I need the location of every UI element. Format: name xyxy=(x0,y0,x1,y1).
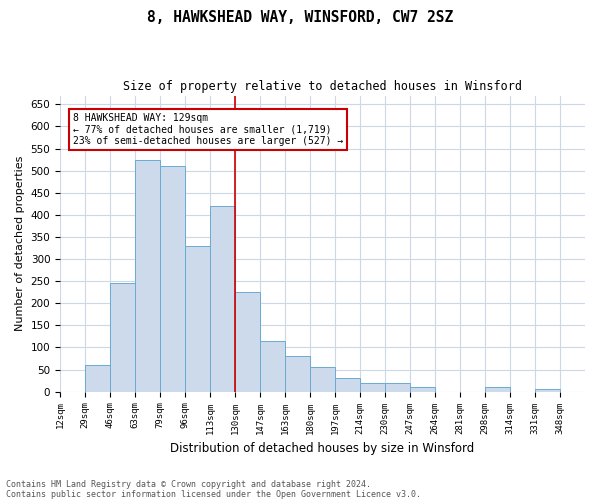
Bar xyxy=(160,166,185,392)
Bar xyxy=(410,388,435,392)
Bar xyxy=(210,206,235,392)
Bar xyxy=(235,292,260,392)
X-axis label: Distribution of detached houses by size in Winsford: Distribution of detached houses by size … xyxy=(170,442,475,455)
Bar xyxy=(85,365,110,392)
Title: Size of property relative to detached houses in Winsford: Size of property relative to detached ho… xyxy=(123,80,522,93)
Bar xyxy=(260,341,285,392)
Bar xyxy=(185,246,210,392)
Bar xyxy=(385,383,410,392)
Text: 8 HAWKSHEAD WAY: 129sqm
← 77% of detached houses are smaller (1,719)
23% of semi: 8 HAWKSHEAD WAY: 129sqm ← 77% of detache… xyxy=(73,113,343,146)
Bar xyxy=(135,160,160,392)
Bar xyxy=(310,368,335,392)
Text: 8, HAWKSHEAD WAY, WINSFORD, CW7 2SZ: 8, HAWKSHEAD WAY, WINSFORD, CW7 2SZ xyxy=(147,10,453,25)
Bar xyxy=(360,383,385,392)
Bar xyxy=(110,284,135,392)
Bar xyxy=(535,390,560,392)
Bar xyxy=(485,388,510,392)
Bar xyxy=(335,378,360,392)
Text: Contains HM Land Registry data © Crown copyright and database right 2024.
Contai: Contains HM Land Registry data © Crown c… xyxy=(6,480,421,499)
Y-axis label: Number of detached properties: Number of detached properties xyxy=(15,156,25,332)
Bar xyxy=(285,356,310,392)
